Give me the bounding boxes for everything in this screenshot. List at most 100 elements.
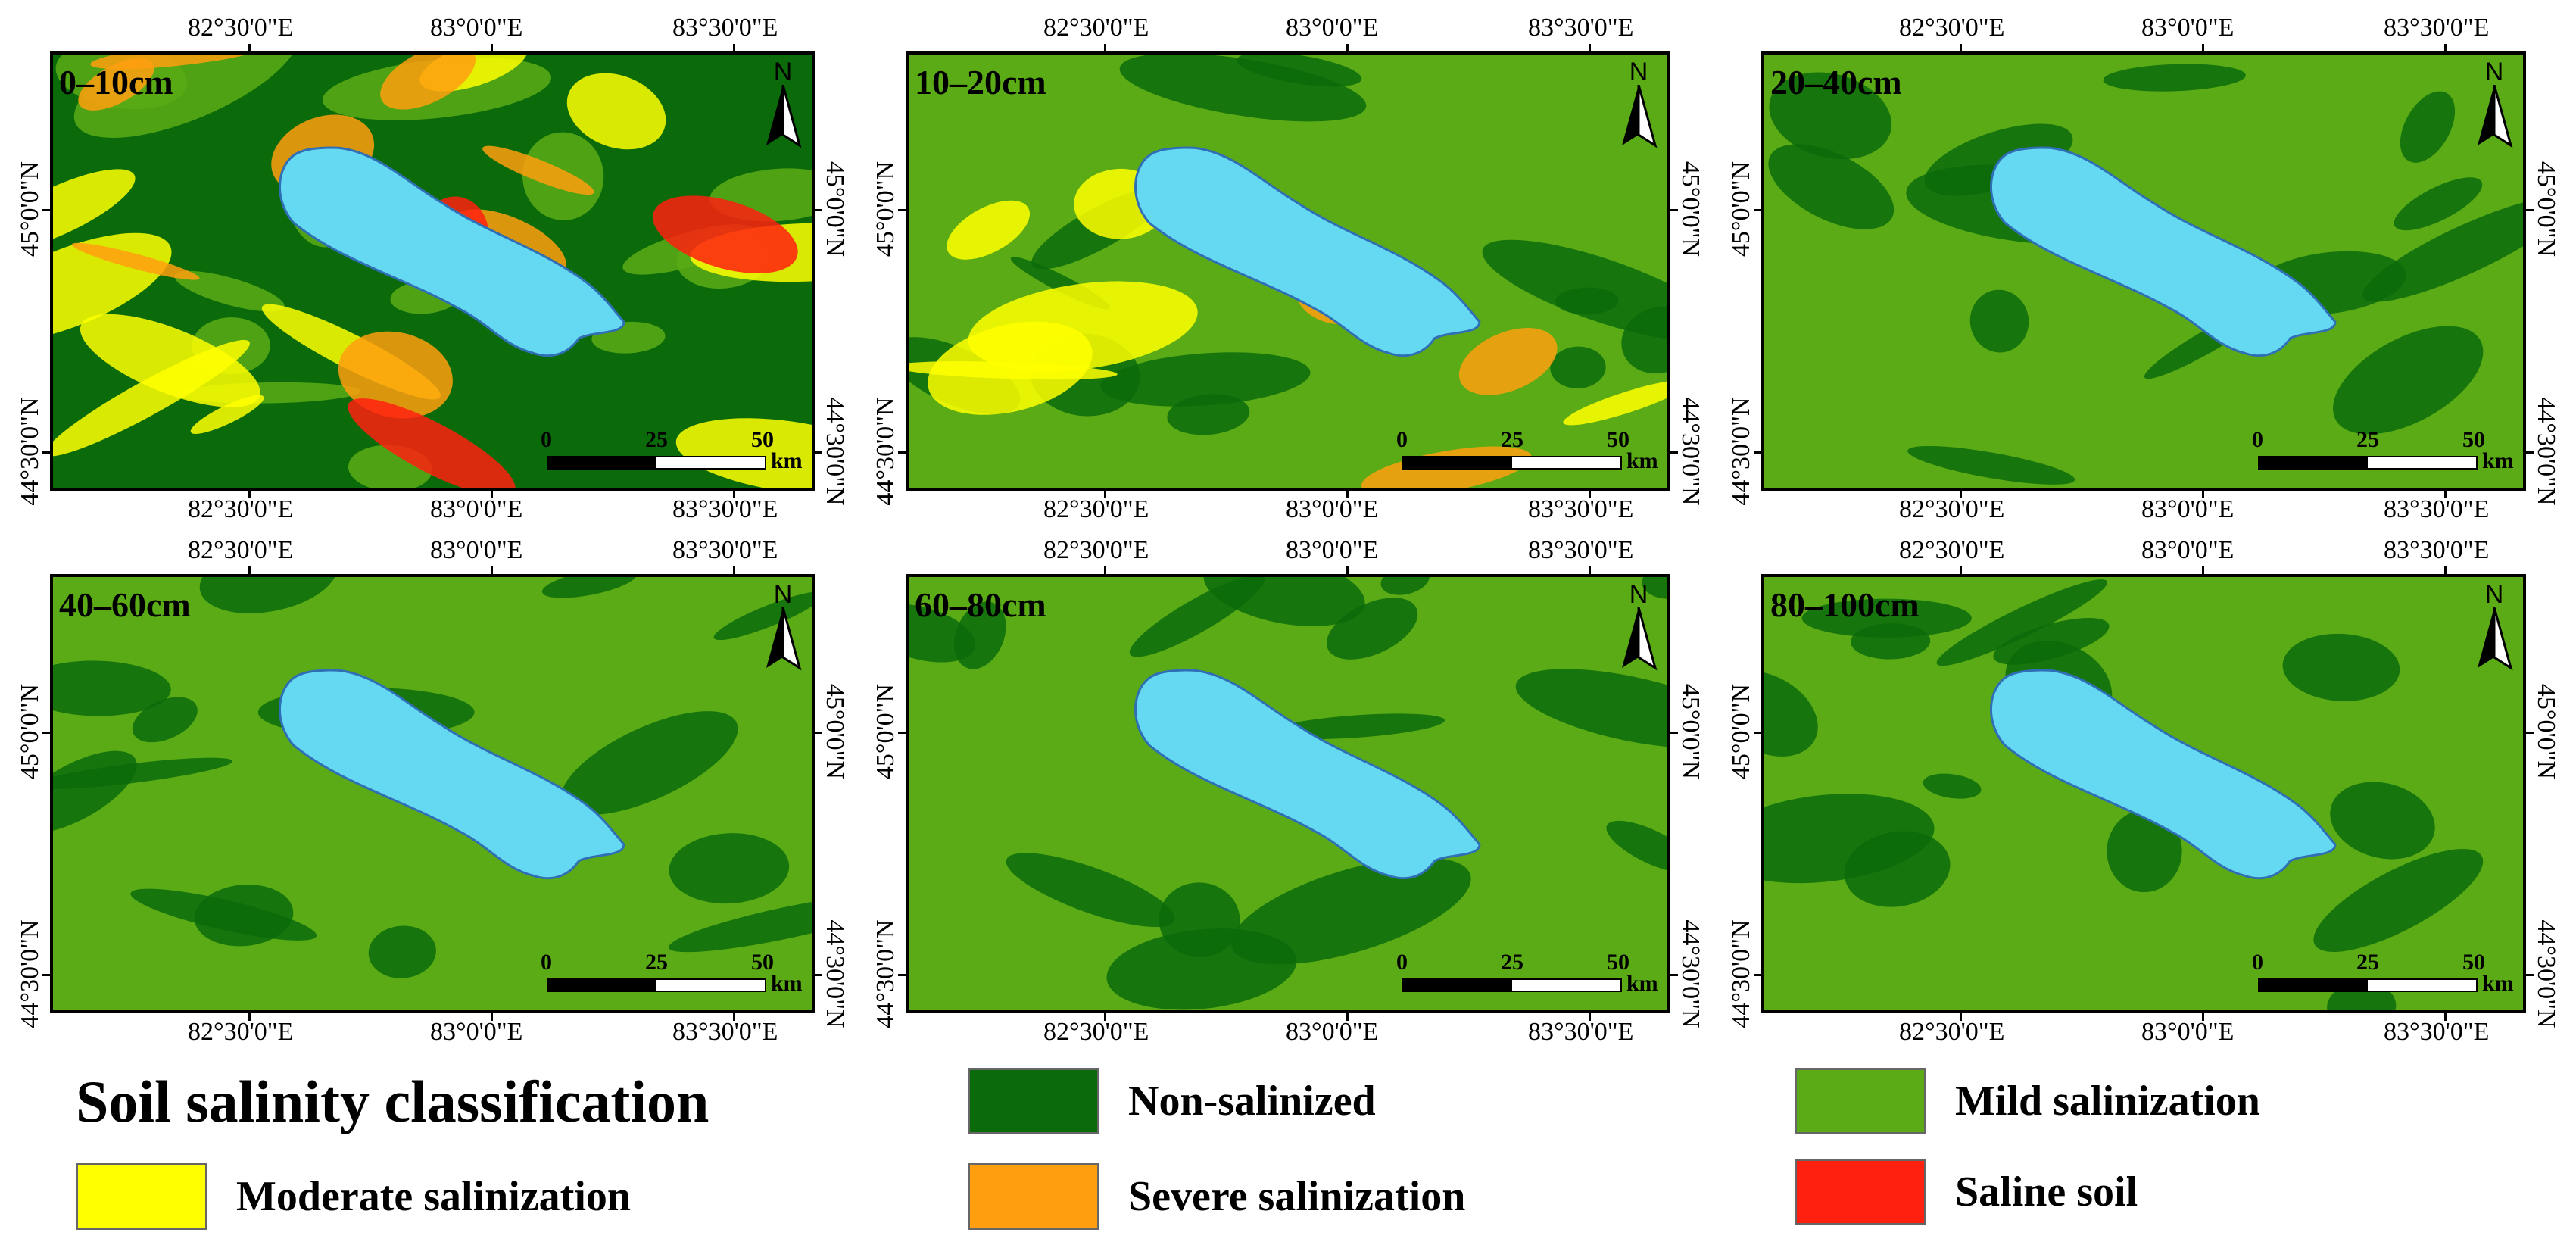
tick-mark bbox=[1754, 451, 1763, 454]
scale-label: 0 bbox=[2252, 427, 2263, 452]
latitude-tick-label: 44°30'0"N bbox=[16, 919, 44, 1028]
longitude-tick-label: 82°30'0"E bbox=[1899, 1018, 2005, 1046]
scale-bar: 0 25 50 km bbox=[1396, 950, 1667, 998]
tick-mark bbox=[2444, 566, 2447, 576]
tick-mark bbox=[42, 209, 51, 211]
longitude-tick-label: 82°30'0"E bbox=[188, 14, 294, 42]
lake-area bbox=[1990, 146, 2337, 357]
scale-bar: 0 25 50 km bbox=[541, 427, 812, 476]
tick-mark bbox=[733, 1012, 735, 1021]
longitude-tick-label: 83°30'0"E bbox=[2384, 495, 2490, 523]
legend-item-saline: Saline soil bbox=[1795, 1159, 2138, 1225]
latitude-tick-label: 45°0'0"N bbox=[1727, 683, 1755, 780]
map-panel: 10–20cm N 0 25 50 km bbox=[906, 51, 1670, 491]
scale-unit: km bbox=[771, 448, 803, 473]
scale-bar: 0 25 50 km bbox=[2252, 427, 2523, 476]
latitude-tick-label: 45°0'0"N bbox=[1676, 683, 1704, 780]
tick-mark bbox=[733, 44, 735, 53]
latitude-tick-label: 45°0'0"N bbox=[1676, 161, 1704, 257]
scale-label: 25 bbox=[645, 950, 668, 975]
latitude-tick-label: 45°0'0"N bbox=[2532, 161, 2560, 257]
legend-item-non-salinized: Non-salinized bbox=[968, 1068, 1376, 1134]
north-arrow-icon: N bbox=[760, 58, 806, 156]
latitude-tick-label: 45°0'0"N bbox=[821, 161, 849, 257]
tick-mark bbox=[491, 566, 493, 576]
lake-area bbox=[279, 146, 625, 357]
tick-mark bbox=[491, 1012, 493, 1021]
legend-label: Non-salinized bbox=[1128, 1078, 1376, 1125]
scale-bar-graphic bbox=[1402, 978, 1622, 992]
tick-mark bbox=[813, 974, 822, 976]
longitude-tick-label: 83°30'0"E bbox=[1528, 536, 1634, 564]
north-arrow-icon: N bbox=[2472, 580, 2517, 679]
map-panel: 20–40cm N 0 25 50 km bbox=[1761, 51, 2526, 491]
longitude-tick-label: 82°30'0"E bbox=[188, 536, 294, 564]
tick-mark bbox=[898, 732, 907, 734]
longitude-tick-label: 83°30'0"E bbox=[672, 536, 778, 564]
latitude-tick-label: 44°30'0"N bbox=[821, 397, 849, 506]
scale-label: 50 bbox=[751, 950, 774, 975]
depth-label: 60–80cm bbox=[915, 585, 1046, 624]
tick-mark bbox=[1669, 732, 1678, 734]
tick-mark bbox=[1104, 566, 1106, 576]
depth-label: 10–20cm bbox=[915, 63, 1046, 101]
longitude-tick-label: 83°0'0"E bbox=[1286, 1018, 1379, 1046]
longitude-tick-label: 83°0'0"E bbox=[430, 536, 523, 564]
map-panel: 60–80cm N 0 25 50 km bbox=[906, 574, 1670, 1013]
legend-swatch-moderate bbox=[76, 1163, 207, 1230]
tick-mark bbox=[1346, 44, 1349, 53]
tick-mark bbox=[248, 1012, 251, 1021]
tick-mark bbox=[1669, 974, 1678, 976]
legend-swatch-non-salinized bbox=[968, 1068, 1099, 1134]
legend-label: Mild salinization bbox=[1955, 1078, 2260, 1125]
legend-swatch-mild bbox=[1795, 1068, 1926, 1134]
tick-mark bbox=[248, 489, 251, 498]
longitude-tick-label: 82°30'0"E bbox=[188, 495, 294, 523]
legend-label: Moderate salinization bbox=[236, 1173, 632, 1220]
longitude-tick-label: 83°0'0"E bbox=[430, 495, 523, 523]
map-panel: 80–100cm N 0 25 50 km bbox=[1761, 574, 2526, 1013]
tick-mark bbox=[491, 44, 493, 53]
tick-mark bbox=[1669, 209, 1678, 211]
longitude-tick-label: 83°30'0"E bbox=[2384, 536, 2490, 564]
north-label: N bbox=[773, 58, 793, 86]
scale-bar-graphic bbox=[1402, 456, 1622, 470]
tick-mark bbox=[898, 451, 907, 454]
scale-label: 25 bbox=[1501, 950, 1523, 975]
latitude-tick-label: 44°30'0"N bbox=[872, 919, 900, 1028]
longitude-tick-label: 82°30'0"E bbox=[1043, 495, 1149, 523]
longitude-tick-label: 83°0'0"E bbox=[1286, 14, 1379, 42]
tick-mark bbox=[42, 732, 51, 734]
latitude-tick-label: 44°30'0"N bbox=[2532, 397, 2560, 506]
tick-mark bbox=[2202, 566, 2204, 576]
longitude-tick-label: 83°0'0"E bbox=[2141, 1018, 2235, 1046]
longitude-tick-label: 83°0'0"E bbox=[430, 14, 523, 42]
tick-mark bbox=[2525, 732, 2534, 734]
legend-label: Severe salinization bbox=[1128, 1173, 1466, 1220]
latitude-tick-label: 45°0'0"N bbox=[872, 161, 900, 257]
longitude-tick-label: 83°0'0"E bbox=[2141, 14, 2235, 42]
map-panel: 0–10cm N 0 25 50 km bbox=[50, 51, 815, 491]
legend-swatch-saline bbox=[1795, 1159, 1926, 1225]
longitude-tick-label: 83°30'0"E bbox=[672, 14, 778, 42]
scale-label: 0 bbox=[1396, 427, 1408, 452]
scale-label: 50 bbox=[751, 427, 774, 452]
tick-mark bbox=[898, 209, 907, 211]
tick-mark bbox=[1589, 1012, 1591, 1021]
latitude-tick-label: 44°30'0"N bbox=[16, 397, 44, 506]
latitude-tick-label: 45°0'0"N bbox=[1727, 161, 1755, 257]
scale-label: 50 bbox=[1607, 427, 1629, 452]
latitude-tick-label: 44°30'0"N bbox=[2532, 919, 2560, 1028]
tick-mark bbox=[2525, 209, 2534, 211]
longitude-tick-label: 83°0'0"E bbox=[430, 1018, 523, 1046]
scale-label: 0 bbox=[2252, 950, 2263, 975]
legend-item-severe: Severe salinization bbox=[968, 1163, 1465, 1230]
tick-mark bbox=[1104, 44, 1106, 53]
lake-area bbox=[1134, 146, 1481, 357]
legend-item-mild: Mild salinization bbox=[1795, 1068, 2260, 1134]
longitude-tick-label: 83°30'0"E bbox=[1528, 1018, 1634, 1046]
latitude-tick-label: 44°30'0"N bbox=[1727, 397, 1755, 506]
longitude-tick-label: 82°30'0"E bbox=[1899, 495, 2005, 523]
scale-label: 0 bbox=[541, 427, 552, 452]
scale-label: 0 bbox=[541, 950, 552, 975]
